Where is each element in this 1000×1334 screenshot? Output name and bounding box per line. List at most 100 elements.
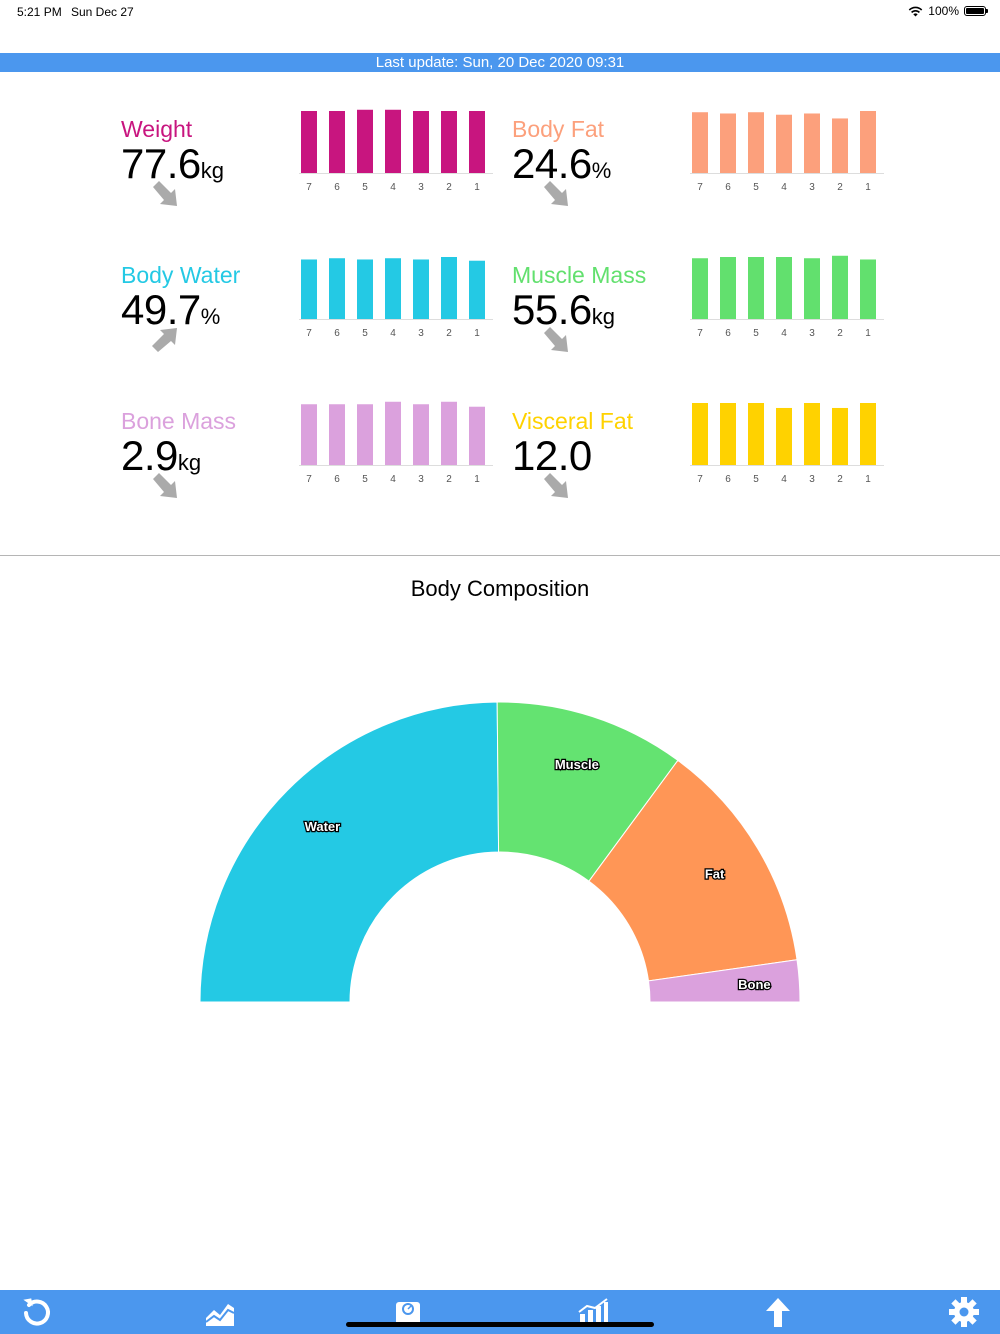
trend-down-arrow-icon [544,473,568,498]
history-bar [329,404,345,465]
history-bar [720,257,736,319]
slice-label-bone: Bone [738,977,771,992]
history-bar [804,113,820,173]
metric-number: 77.6 [121,140,201,187]
metric-value: 49.7% [121,286,220,334]
trend-chart-icon[interactable] [577,1296,609,1328]
day-tick-label: 1 [474,182,480,193]
history-bar [720,113,736,173]
history-bar [776,257,792,319]
day-tick-label: 7 [697,328,703,339]
day-tick-label: 5 [362,328,368,339]
history-bar [385,401,401,465]
day-tick-label: 5 [753,182,759,193]
metric-value: 55.6kg [512,286,615,334]
day-tick-label: 2 [837,474,843,485]
history-bar [385,258,401,319]
history-bar [860,259,876,319]
day-tick-label: 6 [334,474,340,485]
metric-bone-mass[interactable]: Bone Mass 2.9kg 7 6 5 4 3 2 1 [121,401,511,528]
trend-down-arrow-icon [153,181,177,206]
day-tick-label: 3 [809,474,815,485]
history-bar [469,406,485,465]
metric-body-fat[interactable]: Body Fat 24.6% 7 6 5 4 3 2 1 [512,111,902,236]
day-tick-label: 5 [362,182,368,193]
metric-label: Muscle Mass [512,262,647,288]
metric-unit: kg [177,450,202,475]
history-chart: 7 6 5 4 3 2 1 [299,109,493,193]
history-bar [441,401,457,465]
day-tick-label: 4 [781,182,787,193]
history-bar [441,257,457,319]
history-bar [692,112,708,173]
history-bar [832,407,848,465]
history-bar [357,259,373,319]
metric-visceral-fat[interactable]: Visceral Fat 12.0 7 6 5 4 3 2 1 [512,403,902,528]
history-bar [804,258,820,319]
metric-unit: kg [200,158,224,183]
history-bar [860,111,876,173]
history-bar [832,118,848,173]
slice-label-muscle: Muscle [555,757,599,772]
history-bar [832,255,848,319]
history-bar [748,403,764,465]
metric-muscle-mass[interactable]: Muscle Mass 55.6kg 7 6 5 4 3 2 1 [512,255,902,382]
home-indicator [346,1322,654,1327]
history-bar [860,403,876,465]
day-tick-label: 2 [446,474,452,485]
history-chart: 7 6 5 4 3 2 1 [690,111,884,193]
battery-percent: 100% [928,4,959,18]
trend-up-arrow-icon [152,328,177,352]
history-bar [776,407,792,465]
day-tick-label: 2 [837,182,843,193]
day-tick-label: 4 [390,474,396,485]
status-bar: 5:21 PM Sun Dec 27 100% [0,0,1000,26]
settings-icon[interactable] [948,1296,980,1328]
day-tick-label: 1 [865,182,871,193]
upload-icon[interactable] [762,1296,794,1328]
day-tick-label: 6 [725,182,731,193]
day-tick-label: 4 [390,182,396,193]
history-bar [748,257,764,319]
slice-bone [647,959,801,1003]
metric-label: Visceral Fat [512,408,634,434]
day-tick-label: 5 [362,474,368,485]
day-tick-label: 4 [781,474,787,485]
history-bar [441,111,457,173]
day-tick-label: 6 [334,182,340,193]
trend-down-arrow-icon [153,473,177,498]
metric-unit: % [200,304,221,329]
history-bar [776,114,792,173]
metric-label: Weight [121,116,193,142]
day-tick-label: 5 [753,474,759,485]
history-bar [385,109,401,173]
day-tick-label: 4 [390,328,396,339]
history-bar [301,111,317,173]
day-tick-label: 7 [306,474,312,485]
history-bar [301,404,317,465]
body-composition-chart: Water Muscle Fat Bone [199,701,801,1003]
slice-label-water: Water [305,819,341,834]
slice-fat [588,759,798,982]
refresh-icon[interactable] [20,1296,52,1328]
day-tick-label: 1 [474,328,480,339]
scale-icon[interactable] [392,1296,424,1328]
history-bar [692,403,708,465]
day-tick-label: 3 [418,182,424,193]
history-chart-icon[interactable] [204,1296,236,1328]
history-bar [357,109,373,173]
history-chart: 7 6 5 4 3 2 1 [299,257,493,339]
history-bar [804,403,820,465]
day-tick-label: 1 [865,328,871,339]
history-bar [748,112,764,173]
metric-unit: kg [591,304,615,329]
history-bar [469,260,485,319]
history-bar [692,258,708,319]
metric-body-water[interactable]: Body Water 49.7% 7 6 5 4 3 2 1 [121,257,511,382]
metric-unit: % [591,158,612,183]
wifi-icon [909,6,923,16]
metric-number: 12.0 [512,432,592,479]
slice-water [199,701,500,1003]
day-tick-label: 3 [418,328,424,339]
metric-weight[interactable]: Weight 77.6kg 7 6 5 4 3 2 1 [121,109,511,236]
